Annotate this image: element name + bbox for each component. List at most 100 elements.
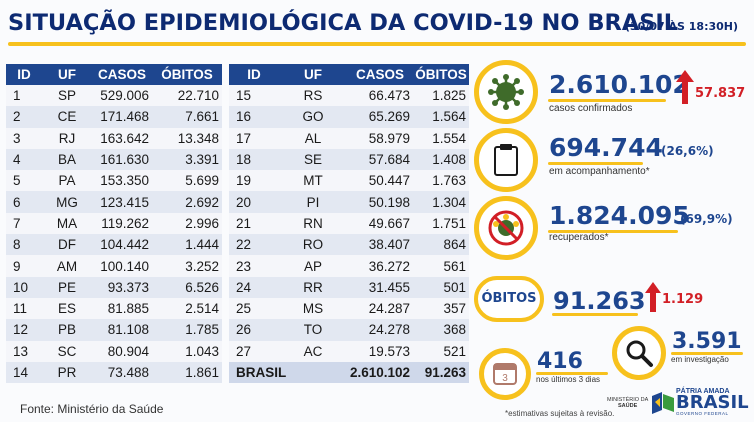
cell-uf: AC [279,340,347,362]
cell-casos: 80.904 [92,340,152,362]
table-row: 20 PI 50.198 1.304 [229,191,470,213]
ministerio-line-2: SAÚDE [618,403,638,409]
states-table-left: ID UF CASOS ÓBITOS 1 SP 529.006 22.710 2 CE 17… [6,64,222,384]
calendar-number: 3 [502,373,508,384]
cell-casos: 119.262 [92,212,152,235]
cell-casos: 93.373 [92,276,152,298]
cell-uf: PR [42,361,92,384]
cell-casos: 57.684 [347,148,414,171]
deaths-badge: ÓBITOS [474,276,544,322]
crossed-virus-icon [488,210,524,246]
cell-id: 13 [6,340,42,362]
table-row: 22 RO 38.407 864 [229,234,470,256]
cell-casos: 529.006 [92,85,152,107]
cell-id: 9 [6,255,42,277]
cell-obitos: 1.043 [152,340,222,362]
table-row: 9 AM 100.140 3.252 [6,255,222,277]
cell-obitos: 1.763 [413,170,470,192]
recovered-value: 1.824.095 [549,201,690,230]
monitoring-pct: (26,6%) [661,144,714,158]
table-row: 18 SE 57.684 1.408 [229,148,470,171]
cell-uf: CE [42,106,92,128]
col-id: ID [229,64,279,85]
total-row: BRASIL 2.610.102 91.263 [229,361,470,384]
page-title: SITUAÇÃO EPIDEMIOLÓGICA DA COVID-19 NO B… [8,10,679,36]
table-row: 11 ES 81.885 2.514 [6,297,222,320]
cell-obitos: 2.692 [152,191,222,213]
cell-id: 1 [6,85,42,107]
cell-id: 14 [6,361,42,384]
table-row: 4 BA 161.630 3.391 [6,148,222,171]
recent-underline [536,372,608,375]
table-row: 24 RR 31.455 501 [229,276,470,298]
governo-text: GOVERNO FEDERAL [676,411,729,416]
ministerio-line-1: MINISTÉRIO DA [607,397,649,403]
cell-casos: 153.350 [92,170,152,192]
cell-obitos: 2.514 [152,297,222,320]
cell-id: 17 [229,127,279,149]
cell-casos: 24.278 [347,319,414,341]
cell-obitos: 3.252 [152,255,222,277]
cell-uf: SE [279,148,347,171]
cell-obitos: 561 [413,255,470,277]
cell-uf: BA [42,148,92,171]
confirmed-value: 2.610.102 [549,70,690,99]
cell-casos: 66.473 [347,85,414,107]
cell-casos: 81.108 [92,319,152,341]
table-row: 2 CE 171.468 7.661 [6,106,222,128]
monitoring-underline [548,162,643,165]
table-row: 5 PA 153.350 5.699 [6,170,222,192]
flag-logo-icon [652,392,674,414]
cell-id: 20 [229,191,279,213]
cell-uf: PE [42,276,92,298]
monitoring-value: 694.744 [549,133,663,162]
cell-obitos: 22.710 [152,85,222,107]
patria-amada-logo: PÁTRIA AMADA BRASIL GOVERNO FEDERAL [676,388,749,416]
cell-obitos: 864 [413,234,470,256]
deaths-increase: 1.129 [662,292,704,307]
red-up-arrow-icon [645,282,661,312]
cell-uf: PI [279,191,347,213]
cell-casos: 104.442 [92,234,152,256]
table-row: 3 RJ 163.642 13.348 [6,127,222,149]
cell-obitos: 3.391 [152,148,222,171]
table-row: 13 SC 80.904 1.043 [6,340,222,362]
cell-id: 27 [229,340,279,362]
table-row: 26 TO 24.278 368 [229,319,470,341]
cell-obitos: 1.751 [413,212,470,235]
cell-uf: RN [279,212,347,235]
recent-label: nos últimos 3 dias [536,375,601,384]
confirmed-circle [474,60,538,124]
col-casos: CASOS [347,64,414,85]
magnifier-icon [626,340,653,367]
cell-casos: 49.667 [347,212,414,235]
cell-obitos: 1.825 [413,85,470,107]
total-label: BRASIL [229,361,347,384]
header: SITUAÇÃO EPIDEMIOLÓGICA DA COVID-19 NO B… [0,0,754,50]
cell-uf: GO [279,106,347,128]
cell-id: 19 [229,170,279,192]
col-obitos: ÓBITOS [413,64,470,85]
cell-obitos: 1.444 [152,234,222,256]
table-header-row: ID UF CASOS ÓBITOS [6,64,222,85]
table-row: 19 MT 50.447 1.763 [229,170,470,192]
cell-id: 7 [6,212,42,235]
cell-uf: RS [279,85,347,107]
col-uf: UF [42,64,92,85]
cell-casos: 171.468 [92,106,152,128]
cell-id: 22 [229,234,279,256]
table-row: 7 MA 119.262 2.996 [6,212,222,235]
cell-casos: 73.488 [92,361,152,384]
cell-uf: AM [42,255,92,277]
cell-uf: ES [42,297,92,320]
cell-obitos: 7.661 [152,106,222,128]
brasil-text: BRASIL [676,392,749,413]
patria-text: PÁTRIA AMADA [676,388,730,395]
cell-id: 12 [6,319,42,341]
recent-circle: 3 [479,348,531,400]
cell-uf: TO [279,319,347,341]
cell-id: 10 [6,276,42,298]
cell-casos: 81.885 [92,297,152,320]
investigation-value: 3.591 [672,329,742,354]
cell-uf: SP [42,85,92,107]
